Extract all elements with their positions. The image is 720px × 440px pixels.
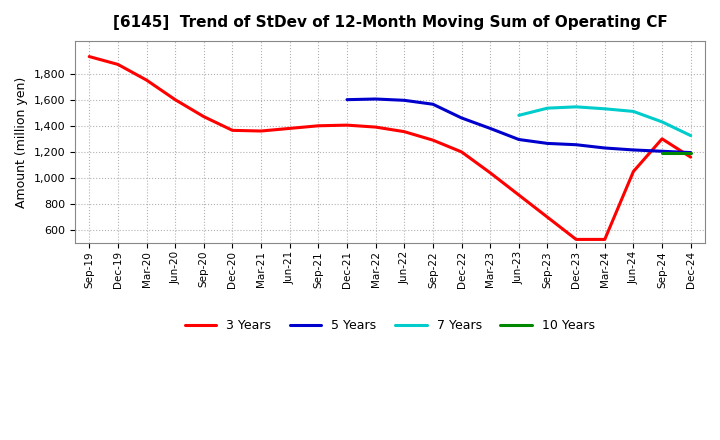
3 Years xyxy=(686,154,695,160)
Line: 3 Years: 3 Years xyxy=(89,57,690,239)
3 Years xyxy=(457,149,466,154)
5 Years xyxy=(572,142,580,147)
5 Years xyxy=(543,141,552,146)
3 Years xyxy=(199,114,208,119)
3 Years xyxy=(600,237,609,242)
7 Years xyxy=(629,109,638,114)
3 Years xyxy=(85,54,94,59)
5 Years xyxy=(372,96,380,102)
5 Years xyxy=(457,115,466,121)
Legend: 3 Years, 5 Years, 7 Years, 10 Years: 3 Years, 5 Years, 7 Years, 10 Years xyxy=(180,314,600,337)
5 Years xyxy=(400,98,408,103)
3 Years xyxy=(228,128,237,133)
3 Years xyxy=(629,169,638,174)
3 Years xyxy=(314,123,323,128)
5 Years xyxy=(428,102,437,107)
3 Years xyxy=(114,62,122,67)
7 Years xyxy=(543,106,552,111)
5 Years xyxy=(515,137,523,142)
7 Years xyxy=(686,133,695,138)
3 Years xyxy=(372,125,380,130)
7 Years xyxy=(657,119,666,125)
10 Years xyxy=(686,150,695,155)
3 Years xyxy=(142,77,150,83)
5 Years xyxy=(486,126,495,131)
3 Years xyxy=(515,192,523,198)
3 Years xyxy=(400,129,408,134)
3 Years xyxy=(257,128,266,134)
3 Years xyxy=(171,97,179,103)
Y-axis label: Amount (million yen): Amount (million yen) xyxy=(15,77,28,208)
5 Years xyxy=(629,147,638,153)
5 Years xyxy=(343,97,351,103)
7 Years xyxy=(600,106,609,111)
3 Years xyxy=(657,136,666,142)
3 Years xyxy=(285,126,294,131)
10 Years xyxy=(657,150,666,155)
7 Years xyxy=(572,104,580,110)
Line: 5 Years: 5 Years xyxy=(347,99,690,153)
Line: 7 Years: 7 Years xyxy=(519,107,690,136)
3 Years xyxy=(428,138,437,143)
3 Years xyxy=(343,122,351,128)
3 Years xyxy=(572,237,580,242)
5 Years xyxy=(657,149,666,154)
7 Years xyxy=(515,113,523,118)
3 Years xyxy=(543,215,552,220)
3 Years xyxy=(486,170,495,176)
5 Years xyxy=(600,145,609,150)
5 Years xyxy=(686,150,695,155)
Title: [6145]  Trend of StDev of 12-Month Moving Sum of Operating CF: [6145] Trend of StDev of 12-Month Moving… xyxy=(112,15,667,30)
